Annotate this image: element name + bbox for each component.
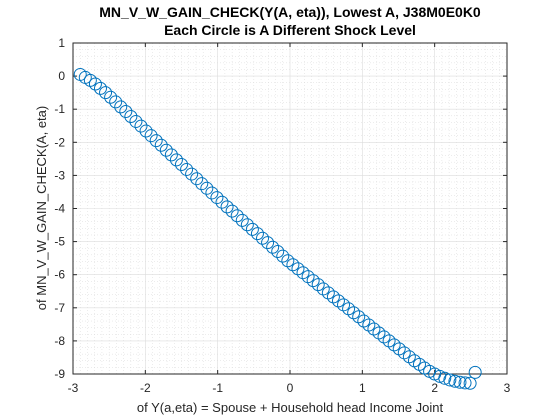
x-tick-label: 3	[504, 381, 511, 395]
y-tick-label: 0	[58, 69, 65, 83]
major-grid	[72, 42, 508, 375]
data-point	[443, 373, 457, 387]
data-point	[225, 204, 239, 218]
data-point	[154, 138, 168, 152]
data-point	[468, 365, 482, 379]
data-point	[337, 298, 351, 312]
data-point	[205, 186, 219, 200]
data-point	[230, 209, 244, 223]
x-tick-labels: -3 -2 -1 0 1 2 3	[68, 381, 511, 395]
data-point	[220, 200, 234, 214]
data-point	[291, 262, 305, 276]
data-point	[311, 278, 325, 292]
data-point	[453, 375, 467, 389]
data-point	[286, 258, 300, 272]
data-point	[357, 314, 371, 328]
data-point	[281, 254, 295, 268]
data-point	[119, 105, 133, 119]
y-tick-label: -1	[54, 102, 65, 116]
y-axis-label: of MN_V_W_GAIN_CHECK(A, eta)	[34, 106, 49, 310]
data-point	[347, 306, 361, 320]
y-tick-label: -9	[54, 367, 65, 381]
y-tick-label: -4	[54, 202, 65, 216]
y-tick-label: -3	[54, 168, 65, 182]
data-point	[463, 376, 477, 390]
y-tick-label: -5	[54, 235, 65, 249]
data-point	[372, 326, 386, 340]
axis-ticks	[72, 42, 508, 375]
data-point	[316, 282, 330, 296]
y-tick-label: -8	[54, 334, 65, 348]
data-point	[109, 95, 123, 109]
data-point	[175, 157, 188, 171]
data-point	[93, 81, 107, 95]
data-point	[250, 227, 264, 241]
data-point	[306, 274, 320, 288]
data-point	[301, 270, 315, 284]
data-point	[352, 310, 366, 324]
data-point	[190, 172, 204, 186]
data-point	[342, 302, 356, 316]
data-point	[210, 191, 224, 205]
data-point	[235, 213, 249, 227]
data-point	[367, 322, 381, 336]
chart-title: MN_V_W_GAIN_CHECK(Y(A, eta)), Lowest A, …	[99, 4, 481, 20]
x-tick-label: -1	[212, 381, 223, 395]
data-point	[402, 350, 416, 364]
data-point	[144, 129, 158, 143]
data-point	[256, 231, 270, 245]
data-point	[99, 86, 113, 100]
y-tick-label: -6	[54, 268, 65, 282]
data-point	[185, 167, 199, 181]
data-point	[321, 286, 335, 300]
x-tick-label: -3	[68, 381, 79, 395]
data-point	[382, 334, 396, 348]
data-point	[114, 100, 128, 114]
data-point	[458, 376, 472, 390]
y-tick-labels: -9 -8 -7 -6 -5 -4 -3 -2 -1 0 1	[54, 36, 65, 381]
data-point	[88, 77, 102, 91]
x-tick-label: 0	[287, 381, 294, 395]
data-point	[240, 218, 254, 232]
data-point	[266, 240, 280, 254]
data-point	[392, 342, 406, 356]
data-point	[134, 119, 148, 133]
data-point	[200, 181, 214, 195]
data-point	[261, 236, 275, 250]
y-tick-label: -7	[54, 301, 65, 315]
x-tick-label: -2	[140, 381, 151, 395]
data-point	[326, 290, 340, 304]
data-point	[387, 338, 401, 352]
data-point	[296, 266, 310, 280]
data-point	[139, 124, 153, 138]
x-tick-label: 2	[431, 381, 438, 395]
data-point	[331, 294, 345, 308]
data-point	[149, 134, 163, 148]
y-tick-label: 1	[58, 36, 65, 50]
data-point	[180, 162, 194, 176]
data-point	[124, 109, 138, 123]
data-point	[215, 195, 229, 209]
y-tick-label: -2	[54, 135, 65, 149]
data-point	[438, 371, 452, 385]
data-point	[362, 318, 376, 332]
data-point	[159, 143, 173, 157]
data-point	[276, 249, 290, 263]
chart-subtitle: Each Circle is A Different Shock Level	[164, 22, 416, 38]
data-point	[169, 153, 183, 167]
x-tick-label: 1	[359, 381, 366, 395]
data-point	[448, 374, 462, 388]
x-axis-label: of Y(a,eta) = Spouse + Household head In…	[137, 400, 444, 415]
data-point	[129, 114, 143, 128]
data-point	[164, 148, 178, 162]
data-point	[245, 222, 259, 236]
data-point	[377, 330, 391, 344]
data-point	[397, 346, 411, 360]
data-point	[271, 245, 285, 259]
data-point	[195, 177, 209, 191]
data-points	[73, 67, 482, 390]
data-point	[104, 90, 118, 104]
